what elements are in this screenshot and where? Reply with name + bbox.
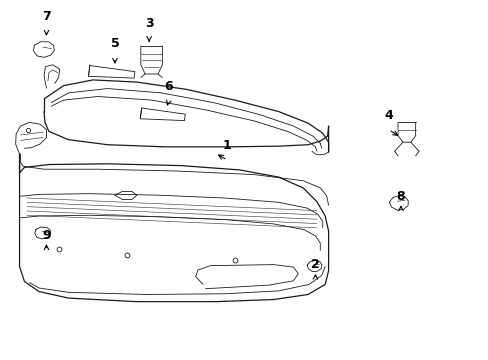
- Text: 6: 6: [164, 80, 173, 93]
- Text: 4: 4: [384, 109, 392, 122]
- Text: 9: 9: [42, 229, 51, 242]
- Text: 7: 7: [42, 10, 51, 23]
- Text: 8: 8: [396, 190, 405, 203]
- Text: 1: 1: [223, 139, 231, 152]
- Text: 3: 3: [144, 17, 153, 30]
- Text: 2: 2: [310, 258, 319, 271]
- Text: 5: 5: [110, 37, 119, 50]
